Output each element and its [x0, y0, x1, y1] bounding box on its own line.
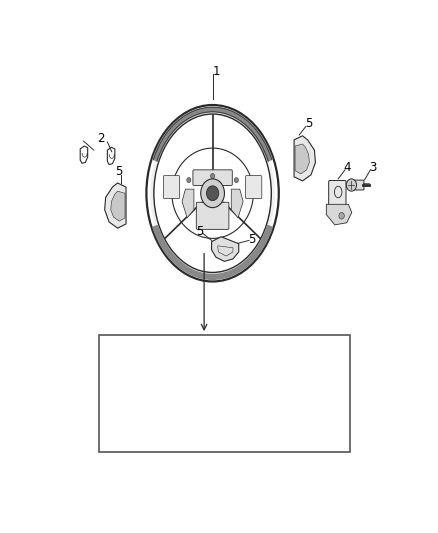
Bar [99, 335, 350, 452]
Text: 5: 5 [249, 233, 256, 246]
Text: 5: 5 [196, 225, 203, 238]
Polygon shape [231, 189, 243, 218]
Text: 5: 5 [305, 117, 312, 130]
Polygon shape [105, 183, 126, 228]
Polygon shape [111, 191, 125, 221]
Polygon shape [182, 189, 194, 218]
Polygon shape [326, 204, 352, 225]
Text: 2: 2 [97, 132, 104, 145]
Ellipse shape [172, 148, 253, 238]
FancyBboxPatch shape [246, 175, 262, 199]
Text: 3: 3 [369, 161, 377, 174]
Text: 4: 4 [343, 161, 351, 174]
Circle shape [346, 179, 357, 191]
Polygon shape [192, 419, 228, 451]
Text: 5: 5 [116, 165, 123, 178]
Circle shape [201, 179, 225, 207]
Circle shape [339, 213, 344, 219]
Circle shape [206, 186, 219, 200]
Polygon shape [134, 369, 162, 428]
Ellipse shape [154, 115, 271, 272]
Circle shape [187, 177, 191, 183]
Polygon shape [294, 136, 315, 181]
Polygon shape [141, 380, 160, 419]
Circle shape [234, 177, 238, 183]
FancyBboxPatch shape [163, 175, 180, 199]
Polygon shape [295, 144, 309, 174]
Polygon shape [212, 237, 239, 261]
Circle shape [211, 174, 215, 179]
FancyBboxPatch shape [196, 202, 229, 229]
FancyBboxPatch shape [193, 170, 232, 185]
Ellipse shape [150, 109, 275, 277]
FancyBboxPatch shape [328, 181, 346, 206]
Text: 1: 1 [212, 65, 220, 78]
Polygon shape [252, 365, 279, 424]
Polygon shape [253, 376, 272, 415]
FancyBboxPatch shape [352, 180, 364, 190]
